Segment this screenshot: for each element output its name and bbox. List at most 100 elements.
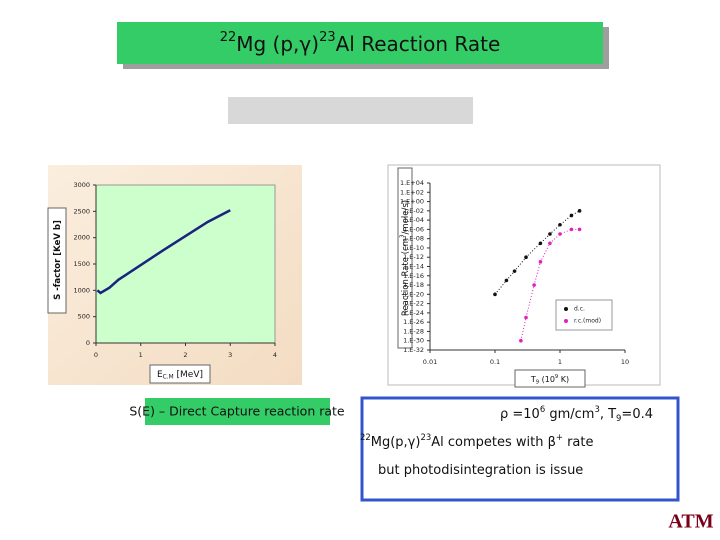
note-line: but photodisintegration is issue <box>378 463 583 478</box>
note-line-part: rate <box>563 435 594 450</box>
y-tick-label: 1.E-18 <box>403 281 424 289</box>
series-line <box>520 228 580 341</box>
note-line-part: 6 <box>540 403 545 413</box>
y-tick-label: 1.E-10 <box>403 244 424 252</box>
x-tick-label: 1 <box>558 358 562 366</box>
data-point <box>512 269 517 273</box>
caption-box <box>145 398 330 425</box>
y-tick-label: 1.E-26 <box>403 318 424 326</box>
legend-label: r.c.(mod) <box>574 318 601 325</box>
y-tick-label: 1.E+04 <box>400 179 424 187</box>
caption: S(E) – Direct Capture reaction rate <box>129 404 345 419</box>
y-label-box <box>47 207 67 314</box>
y-axis-label: Reaction Rate (cm3/mole/s) <box>399 200 410 316</box>
x-tick-label: 10 <box>621 358 629 366</box>
y-axis-label: S -factor [KeV b] <box>53 220 63 300</box>
data-point <box>524 315 528 320</box>
y-tick-label: 1.E-14 <box>403 263 424 271</box>
y-tick-label: 1.E-32 <box>403 346 424 354</box>
y-label-box <box>397 167 413 349</box>
y-axis-label-part: Reaction Rate (cm <box>401 238 411 316</box>
logo: ATM <box>668 511 713 533</box>
data-point <box>524 255 528 260</box>
legend <box>555 299 613 331</box>
y-tick-label: 1000 <box>73 286 90 294</box>
x-label-box <box>514 369 586 388</box>
y-tick-label: 1.E+02 <box>400 188 424 196</box>
y-tick-label: 2500 <box>73 207 90 215</box>
data-point <box>548 241 552 246</box>
y-tick-label: 1.E-04 <box>403 216 424 224</box>
note-line-part: ρ =10 <box>500 407 540 422</box>
data-point <box>577 209 582 213</box>
x-axis-label-part: 9 <box>536 379 539 385</box>
x-tick-label: 0.01 <box>423 358 437 366</box>
chart1-plot <box>95 184 276 344</box>
slide-title-part: 23 <box>319 30 336 45</box>
x-tick-label: 2 <box>183 351 187 359</box>
data-point <box>519 338 523 343</box>
note-line-part: + <box>556 431 563 441</box>
note-line-part: but photodisintegration is issue <box>378 463 583 478</box>
note-line-part: 22 <box>360 431 371 441</box>
x-tick-label: 1 <box>139 351 143 359</box>
data-point <box>532 283 536 287</box>
y-tick-label: 1500 <box>73 260 90 268</box>
y-tick-label: 500 <box>78 313 90 321</box>
data-point <box>504 278 509 283</box>
note-line-part: , T <box>600 407 616 422</box>
x-axis-label: EC.M [MeV] <box>157 370 203 381</box>
data-point <box>558 222 562 227</box>
x-label-box <box>149 364 211 384</box>
note-line: 22Mg(p,γ)23Al competes with β+ rate <box>360 431 594 449</box>
x-axis-label-part: 9 <box>555 373 558 379</box>
note-line-part: =0.4 <box>621 407 653 422</box>
data-point <box>558 232 562 236</box>
chart2-frame <box>387 164 661 386</box>
data-point <box>548 232 552 236</box>
data-point <box>577 227 582 232</box>
note-line-part: Mg(p,γ) <box>371 435 421 450</box>
slide-title-part: 22 <box>220 30 237 45</box>
y-tick-label: 1.E-30 <box>403 337 424 345</box>
y-axis-label-part: S -factor [KeV b] <box>53 220 63 300</box>
y-tick-label: 0 <box>86 339 90 347</box>
data-line <box>96 209 231 295</box>
notes-box <box>360 396 680 502</box>
note-line: ρ =106 gm/cm3, T9=0.4 <box>500 403 653 422</box>
slide-title-part: Al Reaction Rate <box>336 32 501 56</box>
y-tick-label: 1.E-22 <box>403 300 424 308</box>
x-tick-label: 3 <box>228 351 232 359</box>
slide-title-part: Mg (p,γ) <box>236 32 319 56</box>
x-tick-label: 0 <box>94 351 98 359</box>
y-tick-label: 1.E-12 <box>403 253 424 261</box>
note-line-part: 9 <box>616 412 621 422</box>
y-tick-label: 2000 <box>73 234 90 242</box>
note-line-part: 3 <box>594 403 599 413</box>
x-axis-label-part: (10 <box>539 375 555 384</box>
note-line-part: 23 <box>420 431 431 441</box>
legend-swatch <box>564 319 568 323</box>
x-axis-label-part: K) <box>558 375 569 384</box>
title-box <box>117 22 603 64</box>
data-point <box>569 227 574 232</box>
y-tick-label: 3000 <box>73 181 90 189</box>
legend-label: d.c. <box>574 306 585 313</box>
note-line-part: gm/cm <box>545 407 594 422</box>
y-tick-label: 1.E-06 <box>403 225 424 233</box>
x-tick-label: 4 <box>273 351 277 359</box>
logo-bg <box>670 508 712 536</box>
x-axis-label: T9 (109 K) <box>530 373 569 385</box>
x-axis-label-part: T <box>530 375 536 384</box>
x-tick-label: 0.1 <box>490 358 500 366</box>
y-tick-label: 1.E-16 <box>403 272 424 280</box>
x-axis-label-part: C.M <box>163 374 174 380</box>
data-point <box>538 260 543 264</box>
y-tick-label: 1.E-02 <box>403 207 424 215</box>
y-tick-label: 1.E-24 <box>403 309 424 317</box>
slide-title: 22Mg (p,γ)23Al Reaction Rate <box>220 30 501 56</box>
y-tick-label: 1.E-28 <box>403 327 424 335</box>
y-tick-label: 1.E+00 <box>400 198 424 206</box>
note-line-part: Al competes with β <box>431 435 556 450</box>
